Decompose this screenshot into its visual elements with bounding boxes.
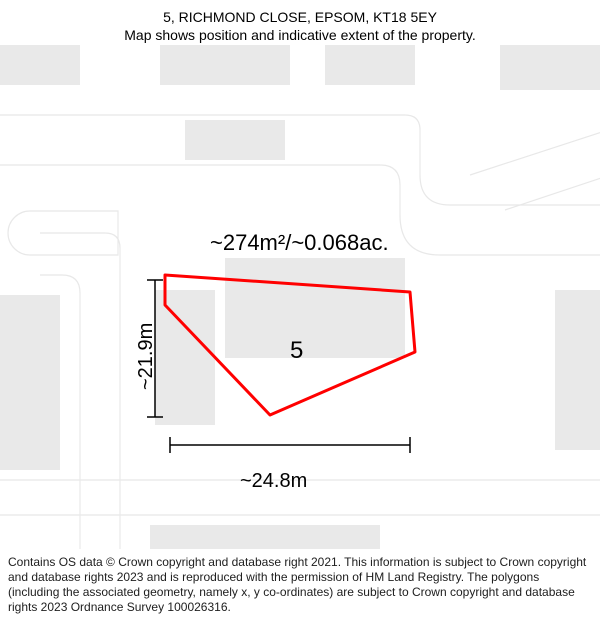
building-footprint [0,45,80,85]
height-label: ~21.9m [135,323,158,390]
map-header: 5, RICHMOND CLOSE, EPSOM, KT18 5EY Map s… [0,0,600,44]
building-footprint [500,45,600,90]
area-label: ~274m²/~0.068ac. [210,230,389,256]
building-footprint [325,45,415,85]
map-viewport: ~274m²/~0.068ac. ~21.9m ~24.8m 5 [0,45,600,560]
copyright-footer: Contains OS data © Crown copyright and d… [0,549,600,625]
building-footprint [225,258,405,358]
building-footprint [160,45,290,85]
building-footprint [555,290,600,450]
plot-number: 5 [290,337,303,365]
map-subtitle: Map shows position and indicative extent… [0,26,600,44]
building-footprint [0,295,60,470]
building-footprint [155,290,215,425]
width-label: ~24.8m [240,470,307,493]
building-footprint [185,120,285,160]
map-title: 5, RICHMOND CLOSE, EPSOM, KT18 5EY [0,8,600,26]
